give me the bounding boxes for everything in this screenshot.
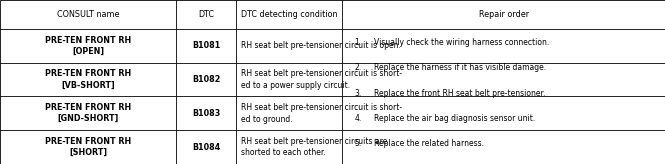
Text: B1083: B1083	[192, 109, 220, 118]
Text: PRE-TEN FRONT RH
[VB-SHORT]: PRE-TEN FRONT RH [VB-SHORT]	[45, 69, 131, 90]
Text: 1.: 1.	[354, 38, 362, 47]
Text: PRE-TEN FRONT RH
[GND-SHORT]: PRE-TEN FRONT RH [GND-SHORT]	[45, 103, 131, 123]
Text: DTC detecting condition: DTC detecting condition	[241, 10, 338, 19]
Text: B1081: B1081	[192, 41, 220, 50]
Text: PRE-TEN FRONT RH
[OPEN]: PRE-TEN FRONT RH [OPEN]	[45, 36, 131, 56]
Text: B1082: B1082	[192, 75, 220, 84]
Text: DTC: DTC	[198, 10, 214, 19]
Text: RH seat belt pre-tensioner circuit is short-
ed to a power supply circuit.: RH seat belt pre-tensioner circuit is sh…	[241, 69, 402, 90]
Text: Replace the front RH seat belt pre-tensioner.: Replace the front RH seat belt pre-tensi…	[374, 89, 546, 98]
Text: CONSULT name: CONSULT name	[57, 10, 119, 19]
Text: 5.: 5.	[354, 139, 362, 148]
Text: RH seat belt pre-tensioner circuits are
shorted to each other.: RH seat belt pre-tensioner circuits are …	[241, 137, 387, 157]
Text: RH seat belt pre-tensioner circuit is short-
ed to ground.: RH seat belt pre-tensioner circuit is sh…	[241, 103, 402, 124]
Text: Replace the harness if it has visible damage.: Replace the harness if it has visible da…	[374, 63, 547, 72]
Text: Visually check the wiring harness connection.: Visually check the wiring harness connec…	[374, 38, 550, 47]
Text: B1084: B1084	[192, 143, 220, 152]
Text: 2.: 2.	[354, 63, 362, 72]
Text: 3.: 3.	[354, 89, 362, 98]
Text: RH seat belt pre-tensioner circuit is open.: RH seat belt pre-tensioner circuit is op…	[241, 41, 400, 50]
Text: PRE-TEN FRONT RH
[SHORT]: PRE-TEN FRONT RH [SHORT]	[45, 137, 131, 157]
Text: Replace the related harness.: Replace the related harness.	[374, 139, 484, 148]
Text: 4.: 4.	[354, 114, 362, 123]
Text: Replace the air bag diagnosis sensor unit.: Replace the air bag diagnosis sensor uni…	[374, 114, 535, 123]
Text: Repair order: Repair order	[479, 10, 529, 19]
